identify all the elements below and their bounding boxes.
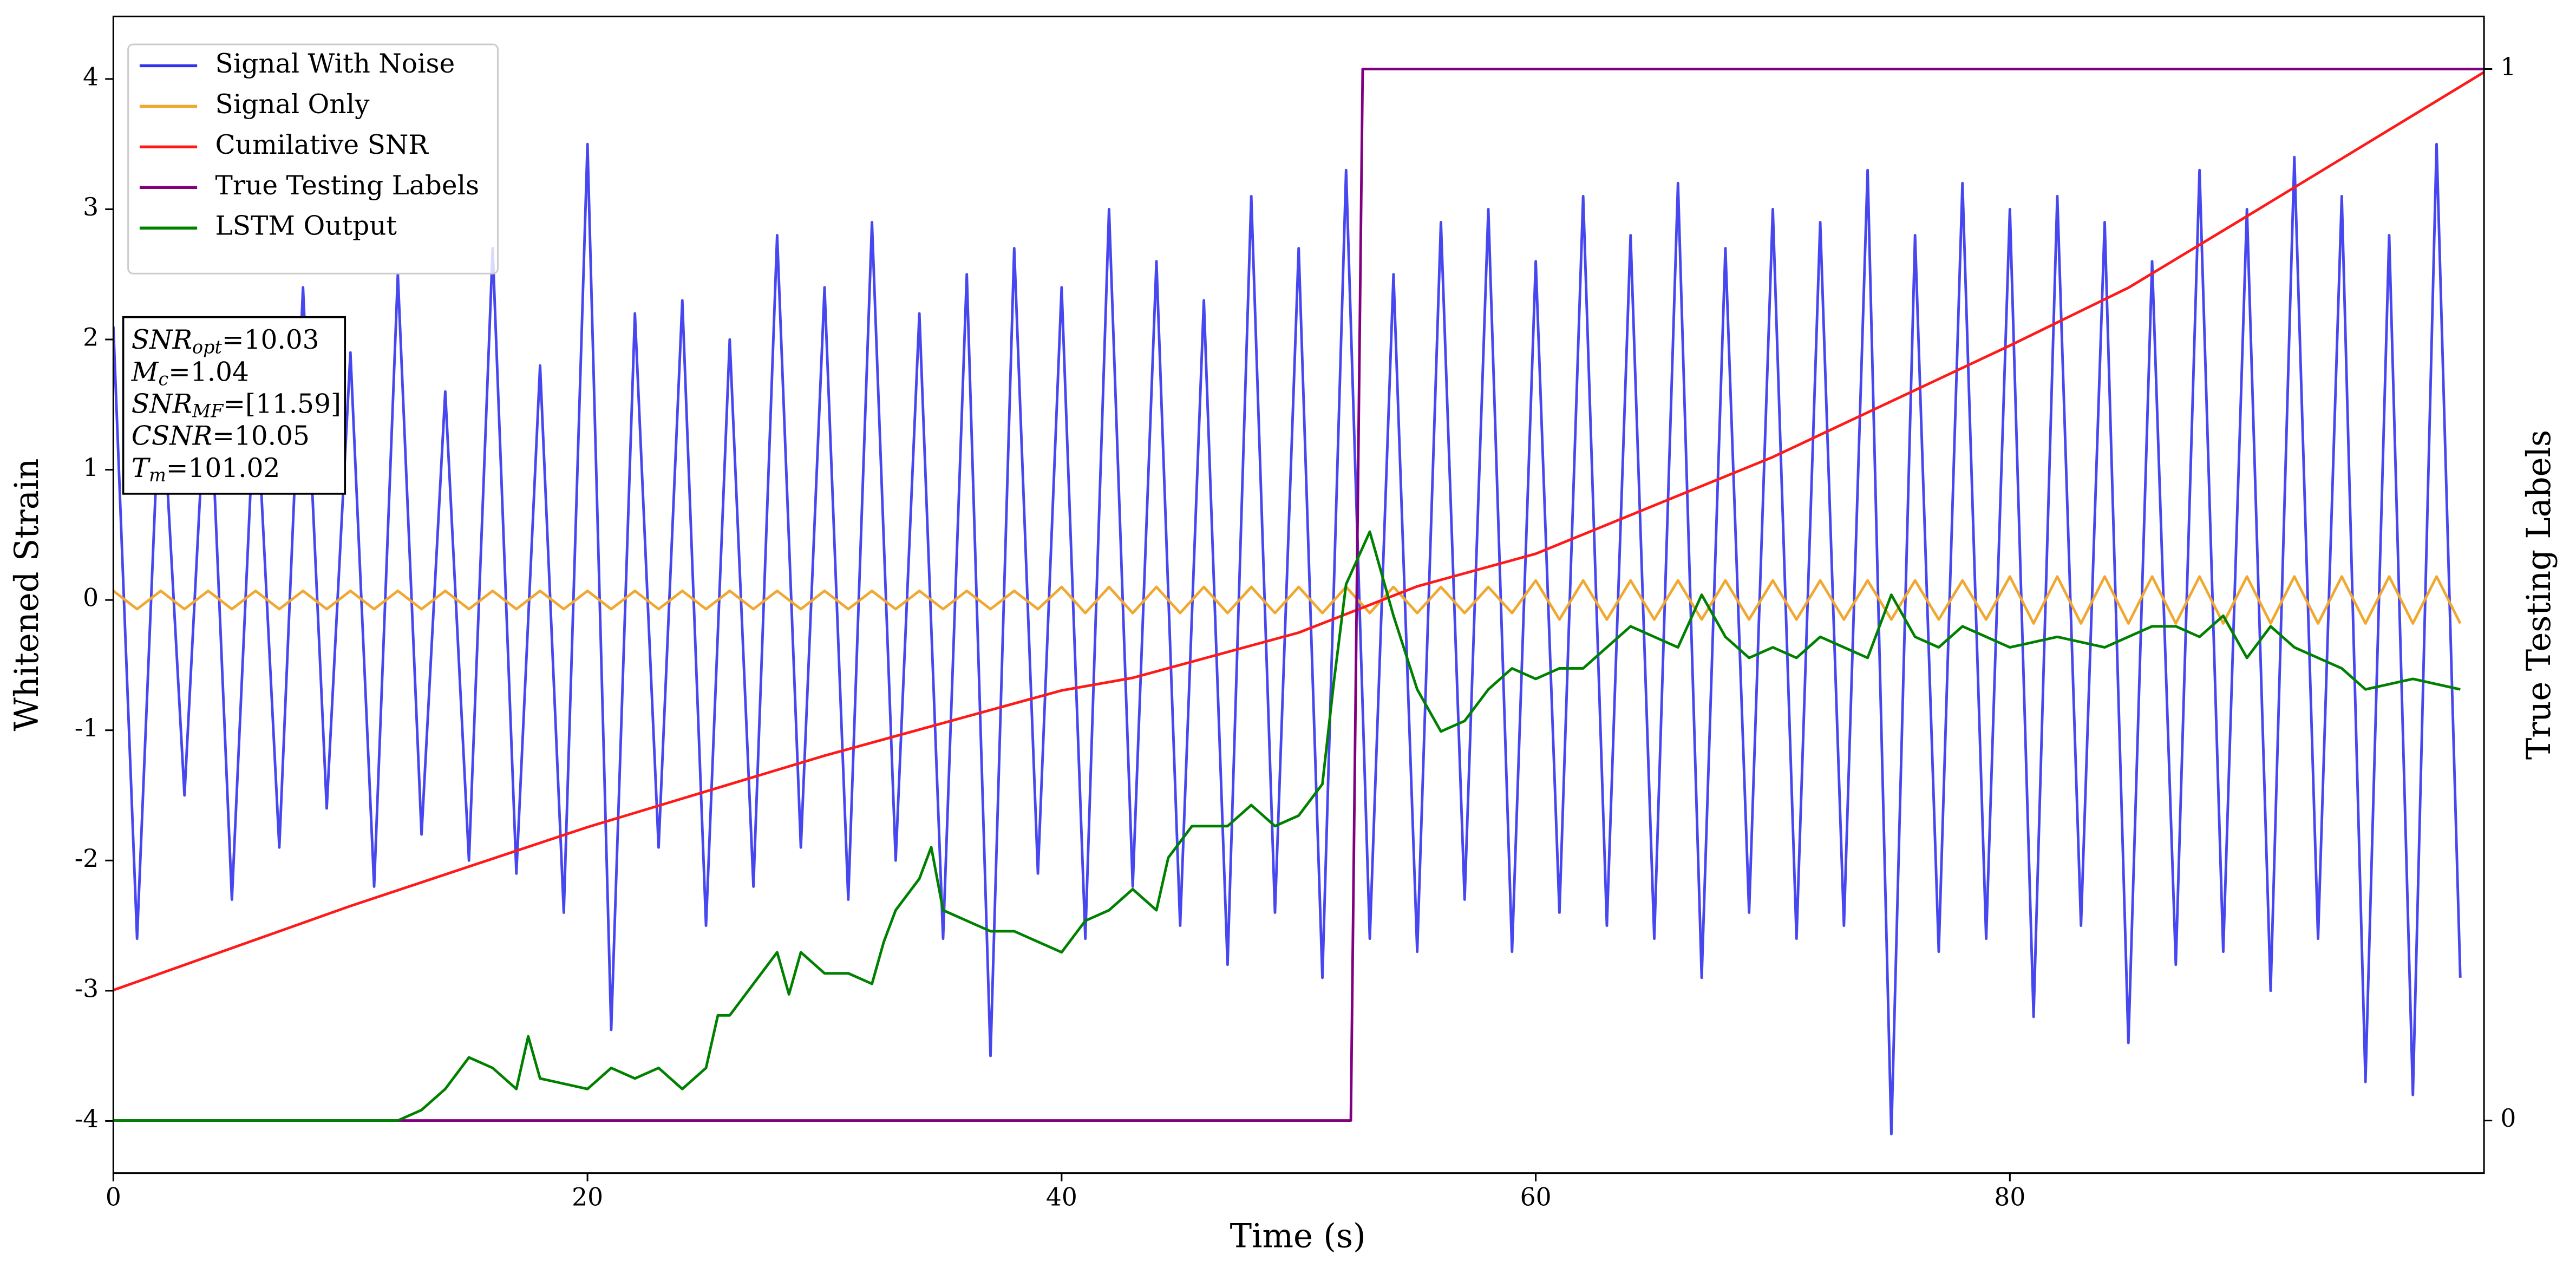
series-line: [113, 530, 2461, 1122]
x-tick-label: 40: [1046, 1183, 1077, 1212]
legend-label: True Testing Labels: [215, 171, 480, 201]
y-tick-label: -2: [75, 844, 99, 873]
annotation-part: SNR: [132, 325, 192, 355]
x-tick-label: 0: [106, 1183, 121, 1212]
y-tick-label: -4: [75, 1105, 99, 1133]
annotation-text: SNRopt=10.03: [132, 325, 319, 358]
annotation-text: CSNR=10.05: [132, 421, 310, 451]
annotation-part: =10.03: [222, 325, 319, 355]
annotation-part: SNR: [132, 389, 192, 419]
plot-frame: [112, 15, 2485, 1174]
legend-label: Cumilative SNR: [215, 130, 429, 160]
x-tick-label: 20: [572, 1183, 603, 1212]
legend-box: [127, 43, 499, 275]
legend-label: Signal Only: [215, 89, 370, 120]
annotation-part: =10.05: [212, 421, 310, 451]
y-tick-label: -1: [75, 714, 99, 742]
x-axis-label: Time (s): [1230, 1218, 1366, 1256]
y-tick-label: -3: [75, 974, 99, 1003]
legend-label: Signal With Noise: [215, 49, 455, 79]
y-tick-label: 1: [83, 453, 99, 482]
annotation-text: Mc=1.04: [131, 357, 249, 390]
annotation-part: =101.02: [166, 453, 280, 483]
series-line: [113, 68, 2485, 1122]
annotation-part: =1.04: [168, 357, 249, 387]
annotation-text: Tm=101.02: [132, 453, 280, 486]
x-tick-label: 80: [1994, 1183, 2025, 1212]
annotation-part: c: [158, 369, 168, 390]
legend-label: LSTM Output: [215, 211, 397, 241]
y2-tick-label: 0: [2500, 1104, 2516, 1133]
annotation-text: SNRMF=[11.59]: [132, 389, 341, 422]
series-line: [113, 71, 2485, 992]
plot-lines: [113, 68, 2485, 1135]
annotation-part: M: [131, 357, 159, 387]
annotation-part: CSNR: [132, 421, 212, 451]
annotation-box: [122, 316, 346, 495]
annotation-part: m: [149, 465, 166, 486]
annotation-part: T: [132, 453, 151, 483]
annotation-part: MF: [192, 401, 224, 422]
y-tick-label: 2: [83, 323, 99, 352]
annotation-part: =[11.59]: [223, 389, 341, 419]
y2-tick-label: 1: [2500, 53, 2516, 81]
x-tick-label: 60: [1520, 1183, 1552, 1212]
y-tick-label: 4: [83, 62, 99, 91]
y-tick-label: 0: [83, 584, 99, 612]
y-tick-label: 3: [83, 193, 99, 221]
annotation-part: opt: [192, 336, 222, 357]
series-line: [113, 575, 2462, 625]
series-line: [113, 142, 2462, 1135]
y-axis-label: Whitened Strain: [8, 459, 46, 731]
y2-axis-label: True Testing Labels: [2520, 430, 2558, 760]
